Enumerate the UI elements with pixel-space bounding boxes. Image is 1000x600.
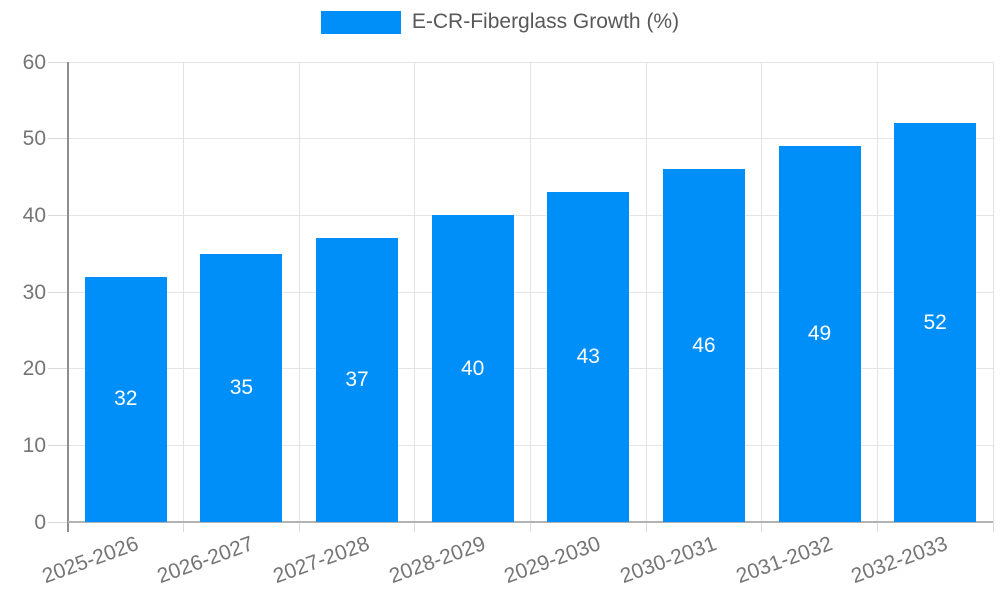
y-axis-label: 10	[22, 433, 46, 457]
legend-label: E-CR-Fiberglass Growth (%)	[411, 10, 680, 33]
gridline-vertical	[645, 62, 647, 522]
y-tick-mark	[48, 368, 68, 370]
bar-value-label: 32	[114, 387, 138, 411]
bar[interactable]	[316, 238, 399, 522]
bar-value-label: 40	[461, 356, 485, 380]
x-tick-mark	[992, 522, 994, 532]
bar-value-label: 37	[345, 368, 369, 392]
bar-value-label: 52	[923, 310, 947, 334]
y-tick-mark	[48, 214, 68, 216]
bar[interactable]	[894, 123, 977, 522]
x-axis-line	[68, 521, 993, 523]
y-axis-label: 0	[34, 510, 46, 534]
gridline-vertical	[761, 62, 763, 522]
y-axis-line	[67, 62, 69, 532]
y-axis-label: 40	[22, 203, 46, 227]
x-tick-mark	[183, 522, 185, 532]
legend-swatch	[320, 10, 401, 34]
y-tick-mark	[48, 291, 68, 293]
gridline-vertical	[183, 62, 185, 522]
x-tick-mark	[761, 522, 763, 532]
x-tick-mark	[876, 522, 878, 532]
gridline-vertical	[414, 62, 416, 522]
x-tick-mark	[298, 522, 300, 532]
bar[interactable]	[84, 276, 167, 522]
gridline-vertical	[992, 62, 994, 522]
bar-value-label: 43	[576, 345, 600, 369]
y-axis-label: 50	[22, 127, 46, 151]
x-tick-mark	[530, 522, 531, 532]
y-tick-mark	[48, 521, 68, 523]
bar-value-label: 49	[807, 322, 832, 346]
bar[interactable]	[200, 253, 283, 522]
bar[interactable]	[431, 215, 514, 522]
y-tick-mark	[48, 61, 68, 63]
bar[interactable]	[778, 146, 861, 522]
y-axis-label: 60	[22, 50, 46, 74]
bar[interactable]	[662, 169, 745, 522]
bar-value-label: 46	[692, 333, 716, 357]
x-tick-mark	[645, 522, 647, 532]
x-tick-mark	[414, 522, 416, 532]
bar-value-label: 35	[229, 375, 254, 399]
y-tick-mark	[48, 444, 68, 446]
y-tick-mark	[48, 138, 68, 140]
gridline-vertical	[530, 62, 531, 522]
legend[interactable]: E-CR-Fiberglass Growth (%)	[0, 10, 1000, 34]
y-axis-label: 20	[22, 357, 46, 381]
bar[interactable]	[547, 192, 630, 522]
y-axis-label: 30	[22, 280, 46, 304]
gridline-vertical	[298, 62, 300, 522]
gridline-vertical	[876, 62, 878, 522]
